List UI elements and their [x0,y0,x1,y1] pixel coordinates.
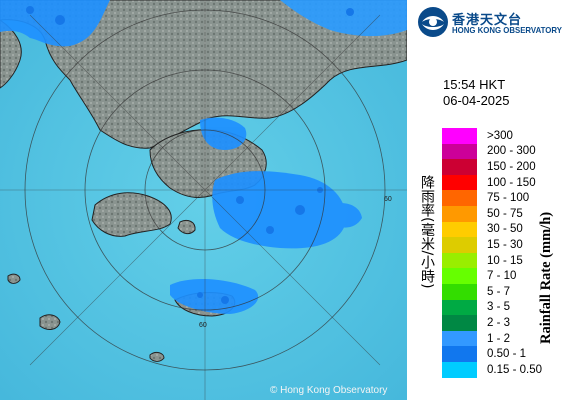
light-rain-speckle [26,6,354,304]
range-ring-label-east: 60 [384,196,392,203]
radar-map [0,0,407,400]
legend-label: 150 - 200 [487,160,536,173]
copyright-notice: © Hong Kong Observatory [270,385,388,396]
legend-row: 0.50 - 1 [442,346,542,362]
legend-row: 5 - 7 [442,283,542,300]
lantau-island [91,192,172,237]
legend-swatch [442,174,477,191]
legend-label: 30 - 50 [487,223,523,236]
rainfall-legend: >300 200 - 300 150 - 200 100 - 150 75 - 100 5… [442,128,542,378]
legend-swatch [442,268,477,284]
island-small-2 [149,351,165,362]
legend-label: 0.50 - 1 [487,348,526,361]
legend-label: 200 - 300 [487,145,536,158]
legend-swatch [442,237,477,253]
legend-swatch [442,143,477,160]
org-name-zh: 香港天文台 [452,13,523,28]
legend-row: 50 - 75 [442,205,542,222]
legend-label: 0.15 - 0.50 [487,363,542,376]
legend-label: 1 - 2 [487,332,511,345]
legend-label: 50 - 75 [487,207,523,220]
legend-swatch [442,252,477,269]
legend-row: 30 - 50 [442,221,542,238]
legend-swatch [442,346,477,362]
legend-swatch [442,190,477,206]
legend-swatch [442,283,477,300]
legend-swatch [442,221,477,238]
legend-label: 75 - 100 [487,192,530,205]
legend-row: 0.15 - 0.50 [442,361,542,378]
island-south-west [39,314,61,330]
legend-label: 100 - 150 [487,176,536,189]
legend-swatch [442,361,477,378]
legend-swatch [442,330,477,347]
legend-panel: 香港天文台 HONG KONG OBSERVATORY 15:54 HKT 06… [407,0,577,400]
legend-label: 15 - 30 [487,238,523,251]
timestamp: 15:54 HKT 06-04-2025 [443,77,510,109]
legend-row: 200 - 300 [442,143,542,160]
legend-row: 1 - 2 [442,330,542,347]
legend-row: >300 [442,128,542,144]
date-label: 06-04-2025 [443,93,510,108]
legend-label: 10 - 15 [487,254,523,267]
legend-row: 100 - 150 [442,174,542,191]
legend-swatch [442,128,477,144]
radial-lines [0,0,407,400]
time-label: 15:54 HKT [443,77,506,92]
legend-label: 7 - 10 [487,270,517,283]
legend-title-en: Rainfall Rate (mm/h) [538,211,554,344]
legend-swatch [442,205,477,222]
legend-row: 150 - 200 [442,159,542,175]
legend-row: 7 - 10 [442,268,542,284]
observatory-logo-icon [418,7,448,37]
island-small-1 [7,273,21,284]
legend-row: 2 - 3 [442,315,542,331]
legend-label: >300 [487,129,513,142]
legend-swatch [442,315,477,331]
org-name-en: HONG KONG OBSERVATORY [452,25,562,35]
legend-label: 5 - 7 [487,285,511,298]
legend-row: 3 - 5 [442,299,542,316]
legend-title-zh: 降雨率(毫米/小時) [419,175,435,289]
island-lamma [177,219,196,235]
range-ring-label-south: 60 [199,322,207,329]
rain-echo-layer [0,0,407,314]
legend-row: 15 - 30 [442,237,542,253]
legend-label: 2 - 3 [487,316,511,329]
legend-row: 10 - 15 [442,252,542,269]
legend-row: 75 - 100 [442,190,542,206]
legend-swatch [442,299,477,316]
legend-label: 3 - 5 [487,301,511,314]
legend-swatch [442,159,477,175]
